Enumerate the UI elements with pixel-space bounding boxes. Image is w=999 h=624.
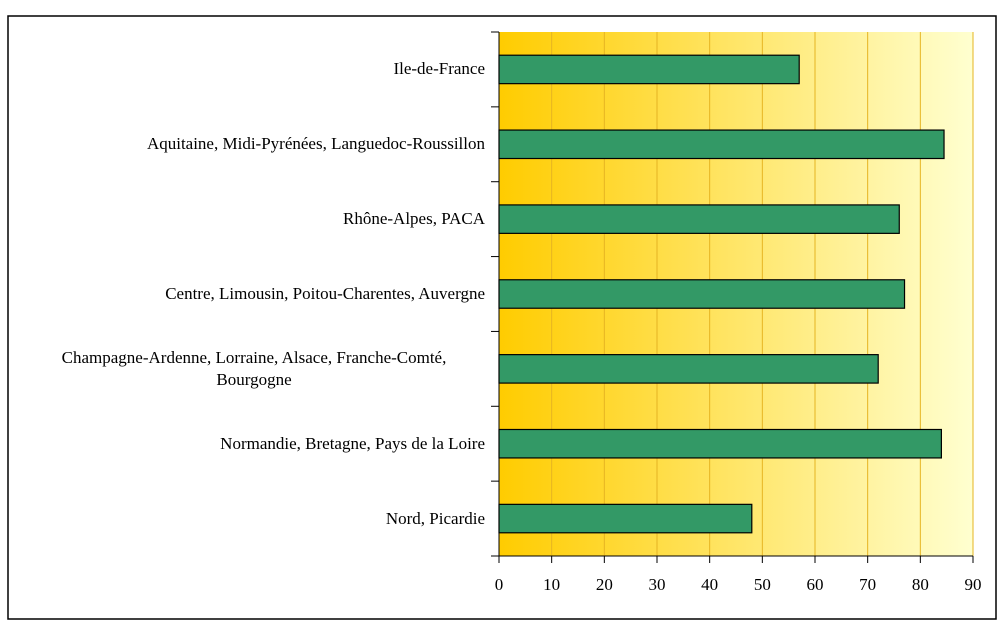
y-tick-label: Champagne-Ardenne, Lorraine, Alsace, Fra… [61,347,447,389]
bar [498,54,800,85]
y-tick-label: Ile-de-France [393,59,485,79]
x-tick-label: 80 [912,575,929,594]
x-tick-label: 50 [754,575,771,594]
bar [498,428,942,459]
bar [498,503,753,534]
bar [498,354,879,384]
x-tick-label: 90 [965,575,982,594]
x-tick-label: 60 [807,575,824,594]
x-tick-label: 0 [495,575,504,594]
x-tick-label: 70 [859,575,876,594]
bar [498,204,900,234]
y-tick-label: Normandie, Bretagne, Pays de la Loire [220,433,485,453]
y-tick-label: Aquitaine, Midi-Pyrénées, Languedoc-Rous… [146,134,485,154]
bar [498,279,906,309]
y-tick-label: Centre, Limousin, Poitou-Charentes, Auve… [165,284,485,303]
x-tick-label: 30 [649,575,666,594]
y-tick-label: Rhône-Alpes, PACA [343,209,485,229]
x-tick-label: 40 [701,575,718,594]
x-tick-label: 10 [543,575,560,594]
bar [498,129,945,160]
y-tick-label: Nord, Picardie [385,508,485,528]
x-tick-label: 20 [596,575,613,594]
